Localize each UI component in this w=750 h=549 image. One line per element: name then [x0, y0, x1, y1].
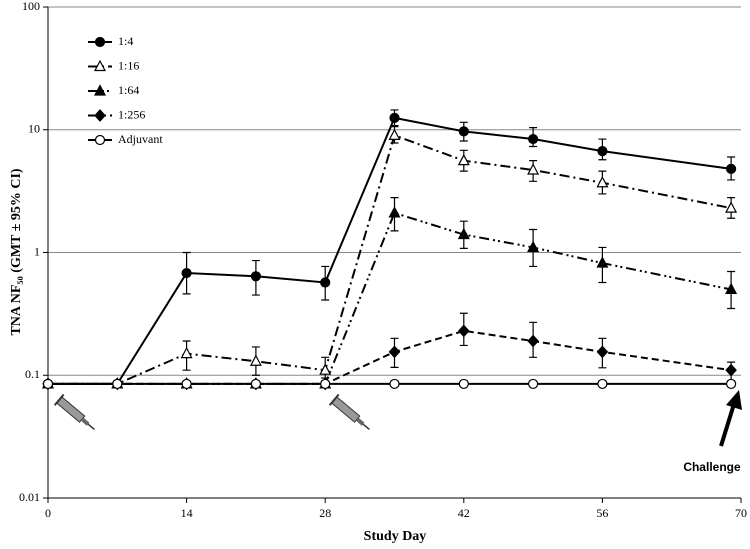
data-point	[388, 128, 401, 140]
y-tick-label: 1	[34, 244, 40, 258]
x-tick-label: 28	[319, 506, 331, 520]
data-point	[458, 126, 469, 137]
challenge-arrow	[719, 390, 742, 447]
series	[42, 126, 738, 389]
y-tick-label: 0.1	[25, 367, 40, 381]
x-tick-label: 70	[735, 506, 747, 520]
legend-entry: Adjuvant	[88, 132, 163, 146]
series-line	[48, 211, 732, 385]
legend-label: Adjuvant	[118, 132, 163, 146]
legend-label: 1:16	[118, 58, 139, 72]
legend-marker	[94, 59, 106, 72]
y-tick-label: 10	[28, 122, 40, 136]
series	[42, 197, 738, 389]
data-point	[527, 163, 540, 175]
syringe-icon	[53, 393, 95, 431]
series	[42, 378, 737, 390]
data-point	[250, 378, 261, 390]
y-tick-label: 100	[22, 0, 40, 13]
legend-entry: 1:64	[88, 83, 139, 97]
series	[42, 109, 737, 390]
data-point	[596, 256, 609, 268]
data-point	[389, 378, 400, 390]
data-point	[320, 378, 331, 390]
data-point	[527, 133, 539, 145]
data-point	[527, 240, 540, 253]
data-point	[388, 345, 401, 359]
data-point	[42, 378, 54, 390]
annotation: Challenge	[683, 460, 741, 474]
data-point	[181, 378, 192, 390]
data-point	[181, 267, 192, 279]
y-axis-label: TNA NF₅₀ (GMT ± 95% CI)	[9, 168, 24, 335]
legend-marker	[94, 109, 106, 122]
data-point	[319, 363, 332, 375]
data-point	[320, 277, 331, 288]
x-tick-label: 0	[45, 506, 51, 520]
data-point	[388, 206, 401, 218]
data-point	[457, 227, 470, 240]
y-tick-label: 0.01	[19, 490, 40, 504]
data-point	[596, 345, 609, 359]
series-line	[48, 116, 732, 385]
data-point	[596, 175, 609, 188]
legend-marker	[94, 36, 106, 48]
legend-marker	[94, 84, 106, 96]
data-point	[180, 346, 193, 359]
legend-marker	[94, 134, 106, 146]
legend-label: 1:256	[118, 107, 145, 121]
x-tick-label: 56	[596, 506, 608, 520]
data-point	[389, 112, 400, 123]
legend-entry: 1:256	[88, 107, 145, 122]
legend-entry: 1:4	[88, 34, 133, 48]
data-point	[457, 153, 470, 166]
data-point	[725, 363, 737, 377]
legend-entry: 1:16	[88, 58, 139, 72]
data-point	[725, 282, 738, 295]
x-tick-label: 42	[458, 506, 470, 520]
data-point	[725, 201, 738, 213]
x-tick-label: 14	[181, 506, 193, 520]
legend-label: 1:64	[118, 83, 139, 97]
data-point	[457, 324, 470, 338]
data-point	[597, 145, 608, 157]
legend-label: 1:4	[118, 34, 133, 48]
data-point	[527, 378, 539, 390]
series	[42, 312, 737, 391]
series-line	[48, 329, 732, 385]
series-line	[48, 134, 732, 385]
data-point	[249, 354, 262, 366]
data-point	[250, 271, 261, 282]
syringe-icon	[328, 393, 370, 431]
data-point	[597, 378, 608, 390]
data-point	[725, 378, 737, 390]
data-point	[725, 163, 737, 174]
data-point	[112, 378, 123, 390]
data-point	[458, 378, 469, 390]
data-point	[527, 334, 539, 348]
x-axis-label: Study Day	[364, 529, 427, 544]
